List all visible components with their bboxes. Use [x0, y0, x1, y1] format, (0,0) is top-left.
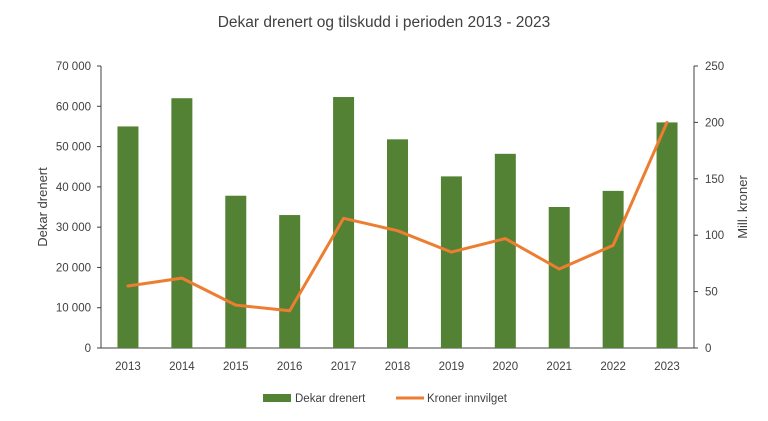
- bar-2013: [117, 126, 139, 348]
- legend-label-dekar-drenert: Dekar drenert: [295, 393, 366, 405]
- bar-2014: [171, 98, 193, 348]
- y-left-tick-label: 40 000: [56, 182, 91, 194]
- y-left-tick-label: 10 000: [56, 303, 91, 315]
- bar-2023: [656, 122, 678, 349]
- x-tick-label: 2021: [546, 361, 572, 373]
- chart-title: Dekar drenert og tilskudd i perioden 201…: [218, 14, 551, 31]
- y-left-tick-label: 20 000: [56, 262, 91, 274]
- line-series-kroner-innvilget: [126, 120, 669, 313]
- y-axis-left-title: Dekar drenert: [35, 167, 50, 247]
- bar-2022: [602, 190, 624, 348]
- y-right-tick-label: 100: [705, 230, 724, 242]
- y-left-tick-label: 70 000: [56, 61, 91, 73]
- y-right-tick-label: 0: [705, 343, 711, 355]
- x-tick-label: 2017: [331, 361, 357, 373]
- y-axis-left-ticks: 0 10 000 20 000 30 000 40 000 50 000 60 000 70 …: [56, 61, 101, 355]
- bar-2021: [548, 207, 570, 348]
- bar-2016: [279, 215, 301, 348]
- x-tick-label: 2022: [600, 361, 626, 373]
- y-axis-right-title: Mill. kroner: [735, 175, 750, 239]
- x-tick-label: 2019: [439, 361, 465, 373]
- y-left-tick-label: 50 000: [56, 142, 91, 154]
- y-right-tick-label: 200: [705, 117, 724, 129]
- bar-2019: [440, 176, 462, 348]
- x-tick-label: 2015: [223, 361, 249, 373]
- bar-series-dekar-drenert: [117, 97, 678, 349]
- x-tick-label: 2014: [169, 361, 195, 373]
- bar-2018: [387, 139, 408, 348]
- bar-2020: [494, 153, 516, 348]
- legend: Dekar drenert Kroner innvilget: [263, 393, 508, 405]
- x-tick-label: 2020: [493, 361, 519, 373]
- y-axis-right-ticks: 0 50 100 150 200 250: [694, 61, 724, 355]
- y-left-tick-label: 60 000: [56, 101, 91, 113]
- y-left-tick-label: 30 000: [56, 222, 91, 234]
- x-tick-label: 2018: [385, 361, 411, 373]
- bar-2017: [333, 97, 355, 349]
- y-left-tick-label: 0: [85, 343, 91, 355]
- legend-swatch-dekar-drenert: [263, 394, 291, 402]
- x-tick-label: 2016: [277, 361, 303, 373]
- x-axis-ticks: 2013 2014 2015 2016 2017 2018 2019 2020 2021 2022…: [115, 361, 680, 373]
- y-right-tick-label: 250: [705, 61, 724, 73]
- x-tick-label: 2023: [654, 361, 680, 373]
- y-right-tick-label: 50: [705, 287, 718, 299]
- x-tick-label: 2013: [115, 361, 141, 373]
- bar-2015: [225, 195, 247, 348]
- y-right-tick-label: 150: [705, 174, 724, 186]
- legend-label-kroner-innvilget: Kroner innvilget: [427, 393, 508, 405]
